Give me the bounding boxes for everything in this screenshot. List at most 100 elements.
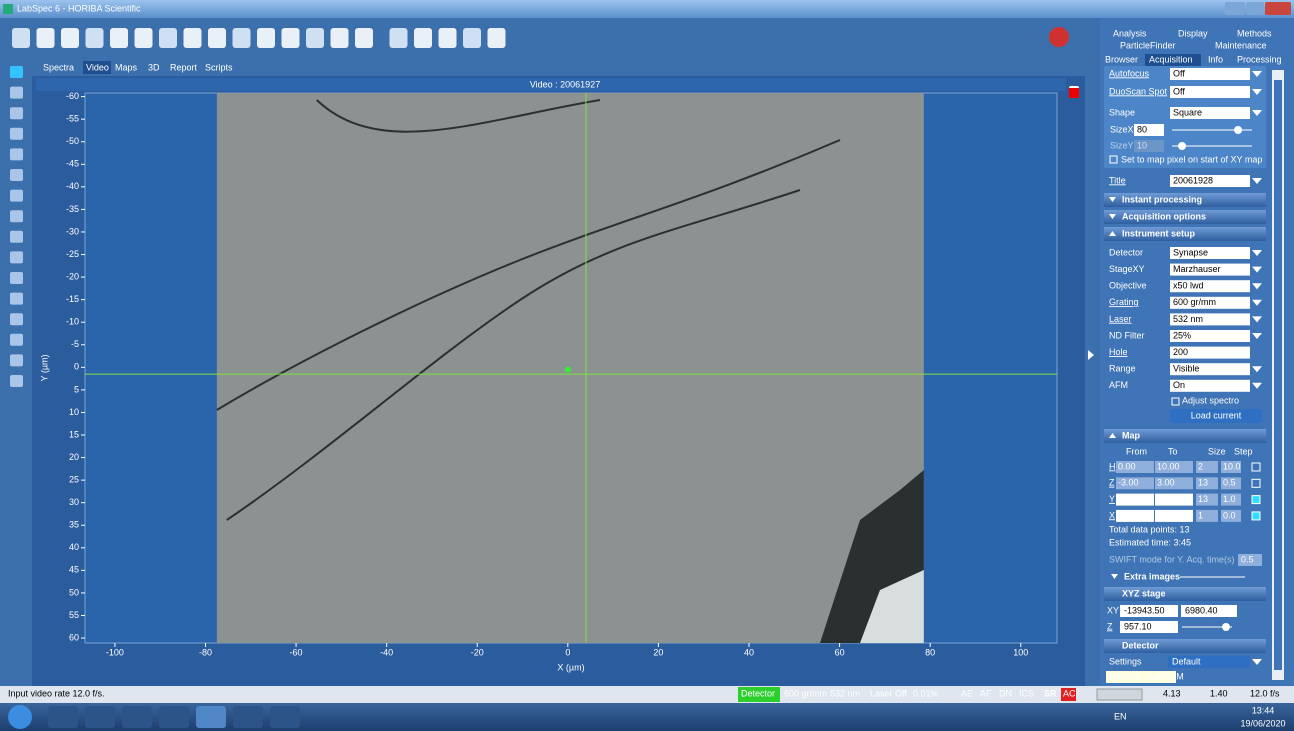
toolbar-button[interactable]	[183, 28, 202, 48]
table-value[interactable]: 0.5	[1223, 478, 1236, 488]
dropdown-arrow[interactable]	[1252, 382, 1262, 389]
table-value[interactable]: 10.00	[1157, 461, 1180, 471]
table-value[interactable]: 11.71	[1157, 494, 1179, 504]
toolbar-button[interactable]	[208, 28, 226, 48]
taskbar-app[interactable]	[122, 706, 152, 728]
field-label[interactable]: DuoScan Spot	[1109, 86, 1168, 96]
row-checkbox[interactable]	[1251, 478, 1261, 488]
panel-tab[interactable]: Acquisition	[1149, 54, 1193, 64]
field-value[interactable]: 20061928	[1173, 175, 1213, 185]
field-label[interactable]: Grating	[1109, 297, 1139, 307]
panel-tab[interactable]: Analysis	[1113, 28, 1147, 38]
tool-button[interactable]	[10, 272, 23, 284]
field-value[interactable]: Off	[1173, 86, 1185, 96]
dropdown-arrow[interactable]	[1252, 110, 1262, 116]
dropdown-arrow[interactable]	[1252, 299, 1262, 306]
section-header[interactable]	[1104, 587, 1266, 601]
table-value[interactable]: -3.00	[1118, 478, 1139, 488]
taskbar-app[interactable]	[48, 706, 78, 728]
section-title[interactable]: Instrument setup	[1122, 228, 1196, 238]
row-checkbox[interactable]	[1251, 462, 1261, 472]
table-value[interactable]: 0.00	[1118, 461, 1136, 471]
field-value[interactable]: 0.5	[1241, 554, 1254, 564]
toolbar-button[interactable]	[85, 28, 104, 48]
field-value[interactable]: 600 gr/mm	[1173, 297, 1216, 307]
field-box[interactable]	[1170, 175, 1250, 187]
table-cell[interactable]	[1196, 493, 1218, 506]
toolbar-button[interactable]	[463, 28, 481, 48]
tool-button[interactable]	[10, 292, 23, 305]
start-button[interactable]	[8, 705, 32, 729]
minimize-button[interactable]	[1225, 2, 1245, 15]
checkbox[interactable]	[1109, 155, 1118, 164]
toolbar-button[interactable]	[414, 28, 432, 48]
status-flag[interactable]: AE	[961, 688, 973, 698]
field-value[interactable]: 957.10	[1124, 621, 1152, 631]
taskbar-app[interactable]	[196, 706, 226, 728]
toolbar-button[interactable]	[389, 28, 408, 48]
field-value[interactable]: 200	[1173, 347, 1188, 357]
field-box[interactable]	[1170, 363, 1250, 376]
section-header[interactable]	[1104, 227, 1266, 241]
dropdown-arrow[interactable]	[1252, 316, 1262, 323]
tool-button[interactable]	[10, 169, 23, 181]
table-cell[interactable]	[1155, 509, 1193, 522]
table-value[interactable]: 2	[1198, 461, 1203, 471]
stop-all-button[interactable]	[1049, 27, 1069, 47]
slider-knob[interactable]	[1234, 126, 1242, 134]
table-cell[interactable]	[1155, 493, 1193, 506]
dropdown-arrow[interactable]	[1252, 283, 1262, 290]
tool-button[interactable]	[10, 107, 23, 120]
field-value[interactable]: 10	[1137, 140, 1147, 150]
table-cell[interactable]	[1221, 461, 1241, 473]
field-value[interactable]: Default	[1172, 656, 1201, 666]
field-value[interactable]: Off	[1173, 68, 1185, 78]
toolbar-button[interactable]	[110, 28, 128, 48]
table-value[interactable]: 0.0	[1223, 510, 1236, 520]
section-header[interactable]	[1104, 639, 1266, 653]
scroll-thumb[interactable]	[1274, 80, 1282, 670]
field-value[interactable]: Square	[1173, 107, 1202, 117]
dropdown-arrow[interactable]	[1252, 333, 1262, 339]
section-title[interactable]: XYZ stage	[1122, 588, 1166, 598]
tab[interactable]: Spectra	[43, 62, 74, 72]
field-box[interactable]	[1170, 86, 1250, 98]
field-box[interactable]	[1134, 124, 1164, 136]
table-value[interactable]: 1.77	[1157, 510, 1175, 520]
panel-tab[interactable]: Info	[1208, 54, 1223, 64]
field-box[interactable]	[1120, 621, 1178, 633]
tab[interactable]: Report	[170, 62, 198, 72]
toolbar-button[interactable]	[438, 28, 457, 48]
table-cell[interactable]	[1155, 461, 1193, 473]
status-flag[interactable]: ICS	[1019, 688, 1034, 698]
tool-button[interactable]	[10, 333, 23, 346]
table-cell[interactable]	[1116, 477, 1154, 490]
toolbar-button[interactable]	[61, 28, 79, 48]
section-header[interactable]	[1104, 210, 1266, 224]
taskbar-app[interactable]	[233, 706, 263, 728]
dropdown-arrow[interactable]	[1252, 659, 1262, 665]
table-cell[interactable]	[1116, 461, 1154, 473]
field-value[interactable]: 80	[1137, 124, 1147, 134]
panel-tab[interactable]: Processing	[1237, 54, 1282, 64]
tool-button[interactable]	[10, 66, 23, 78]
row-checkbox[interactable]	[1251, 511, 1261, 521]
field-value[interactable]: Marzhauser	[1173, 264, 1221, 274]
taskbar-app[interactable]	[159, 706, 189, 728]
table-cell[interactable]	[1116, 509, 1154, 522]
panel-tab[interactable]: Display	[1178, 28, 1208, 38]
toolbar-button[interactable]	[159, 28, 177, 48]
table-value[interactable]: 1	[1198, 510, 1203, 520]
status-flag[interactable]: SR	[1044, 688, 1057, 698]
field-box[interactable]	[1170, 68, 1250, 80]
field-label[interactable]: Autofocus	[1109, 68, 1150, 78]
status-flag[interactable]: AF	[980, 688, 992, 698]
tool-button[interactable]	[10, 127, 23, 140]
field-value[interactable]: 25%	[1173, 330, 1191, 340]
field-label[interactable]: Shape	[1109, 107, 1135, 117]
table-cell[interactable]	[1116, 493, 1154, 506]
toolbar-button[interactable]	[355, 28, 373, 48]
record-button[interactable]	[1069, 88, 1079, 98]
section-title[interactable]: Extra images	[1124, 571, 1180, 581]
section-title[interactable]: Detector	[1122, 640, 1159, 650]
